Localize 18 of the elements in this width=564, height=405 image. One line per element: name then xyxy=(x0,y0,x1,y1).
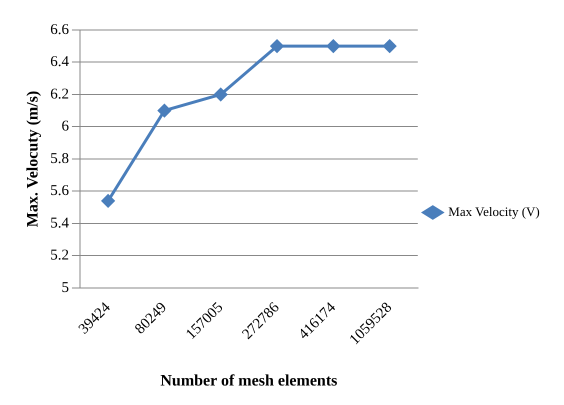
y-tick-label: 6.2 xyxy=(50,86,69,102)
y-tick-label: 6.4 xyxy=(50,54,70,70)
y-tick-label: 5.2 xyxy=(50,248,69,264)
y-tick-label: 6 xyxy=(61,118,70,135)
legend-label: Max Velocity (V) xyxy=(448,204,540,219)
point xyxy=(102,194,115,208)
x-axis-title: Number of mesh elements xyxy=(160,372,338,390)
point xyxy=(326,40,340,53)
y-tick-label: 5.8 xyxy=(50,150,69,167)
y-tick-label: 5.4 xyxy=(50,215,70,232)
y-tick-label: 5.6 xyxy=(50,183,70,200)
point xyxy=(158,104,171,118)
y-tick-label: 5 xyxy=(61,280,69,296)
point xyxy=(214,88,228,101)
y-tick-label: 6.6 xyxy=(50,22,70,38)
y-axis-title: Max. Velocuty (m/s) xyxy=(24,90,42,228)
point xyxy=(383,40,396,53)
point xyxy=(270,40,284,53)
